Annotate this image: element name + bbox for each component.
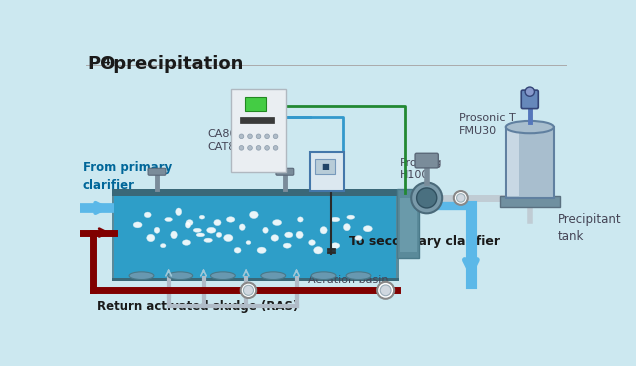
Ellipse shape — [261, 272, 286, 280]
FancyBboxPatch shape — [508, 128, 519, 197]
Circle shape — [411, 183, 442, 213]
Text: To secondary clarifier: To secondary clarifier — [349, 235, 500, 248]
Ellipse shape — [183, 239, 190, 246]
Circle shape — [525, 87, 534, 96]
Circle shape — [265, 146, 270, 150]
Ellipse shape — [238, 224, 246, 230]
Ellipse shape — [186, 221, 193, 224]
Text: Return activated sludge (RAS): Return activated sludge (RAS) — [97, 299, 298, 313]
Ellipse shape — [314, 248, 322, 252]
Ellipse shape — [198, 215, 205, 220]
Text: From primary
clarifier: From primary clarifier — [83, 161, 172, 192]
Ellipse shape — [134, 221, 141, 228]
Ellipse shape — [214, 219, 221, 226]
Ellipse shape — [311, 272, 336, 280]
Ellipse shape — [295, 231, 304, 239]
FancyBboxPatch shape — [399, 198, 417, 252]
Circle shape — [380, 285, 391, 296]
Text: Promag
H100: Promag H100 — [399, 158, 442, 180]
Ellipse shape — [331, 243, 339, 249]
Ellipse shape — [227, 217, 234, 221]
Ellipse shape — [364, 226, 371, 231]
Circle shape — [256, 134, 261, 139]
Ellipse shape — [155, 228, 160, 232]
FancyBboxPatch shape — [415, 153, 438, 168]
Ellipse shape — [160, 242, 167, 249]
Circle shape — [239, 146, 244, 150]
Ellipse shape — [249, 212, 258, 218]
Ellipse shape — [286, 231, 291, 239]
Ellipse shape — [258, 248, 266, 253]
FancyBboxPatch shape — [148, 168, 166, 175]
Ellipse shape — [347, 214, 354, 220]
Ellipse shape — [356, 236, 361, 240]
Circle shape — [244, 285, 254, 295]
FancyBboxPatch shape — [310, 153, 344, 191]
Ellipse shape — [310, 240, 314, 245]
Circle shape — [377, 282, 394, 299]
Text: Aeration basin: Aeration basin — [308, 275, 389, 285]
Text: Precipitant
tank: Precipitant tank — [558, 213, 621, 243]
Circle shape — [256, 146, 261, 150]
FancyBboxPatch shape — [522, 90, 538, 109]
Circle shape — [247, 134, 252, 139]
Ellipse shape — [216, 231, 222, 238]
Ellipse shape — [145, 211, 150, 219]
Text: precipitation: precipitation — [107, 55, 244, 73]
Ellipse shape — [296, 216, 304, 223]
FancyBboxPatch shape — [112, 189, 399, 197]
Ellipse shape — [129, 272, 154, 280]
Ellipse shape — [284, 243, 290, 249]
Ellipse shape — [234, 247, 241, 254]
Ellipse shape — [343, 225, 350, 229]
Ellipse shape — [346, 272, 371, 280]
Ellipse shape — [245, 240, 252, 244]
Ellipse shape — [224, 235, 233, 241]
FancyBboxPatch shape — [240, 117, 274, 123]
Text: Prosonic T
FMU30: Prosonic T FMU30 — [459, 113, 516, 136]
Ellipse shape — [209, 228, 214, 232]
Ellipse shape — [211, 272, 235, 280]
FancyBboxPatch shape — [506, 127, 554, 198]
FancyBboxPatch shape — [232, 89, 286, 172]
Ellipse shape — [274, 219, 280, 226]
Circle shape — [417, 188, 437, 208]
FancyBboxPatch shape — [276, 168, 294, 175]
Ellipse shape — [184, 222, 192, 228]
Ellipse shape — [193, 227, 202, 234]
Ellipse shape — [331, 217, 339, 222]
Ellipse shape — [197, 231, 204, 238]
Ellipse shape — [263, 227, 268, 234]
FancyBboxPatch shape — [398, 189, 419, 258]
Ellipse shape — [164, 217, 173, 221]
Text: ■: ■ — [321, 162, 329, 171]
Ellipse shape — [168, 272, 193, 280]
FancyBboxPatch shape — [245, 97, 265, 111]
FancyBboxPatch shape — [114, 197, 396, 280]
Circle shape — [273, 134, 278, 139]
Ellipse shape — [172, 231, 176, 239]
Ellipse shape — [319, 227, 328, 234]
Ellipse shape — [174, 210, 183, 214]
Text: CAT820: CAT820 — [207, 142, 250, 153]
Text: CA80PH: CA80PH — [207, 128, 252, 139]
Ellipse shape — [506, 121, 554, 133]
Ellipse shape — [271, 235, 279, 241]
FancyBboxPatch shape — [315, 159, 335, 173]
Text: 4: 4 — [103, 57, 111, 67]
Circle shape — [273, 146, 278, 150]
FancyBboxPatch shape — [112, 278, 399, 281]
Circle shape — [240, 283, 256, 298]
Circle shape — [265, 134, 270, 139]
Circle shape — [457, 194, 465, 202]
Ellipse shape — [147, 235, 155, 241]
Circle shape — [239, 134, 244, 139]
Circle shape — [454, 191, 467, 205]
Text: PO: PO — [87, 55, 116, 73]
FancyBboxPatch shape — [499, 197, 560, 207]
FancyBboxPatch shape — [112, 189, 399, 281]
Ellipse shape — [204, 236, 212, 244]
Circle shape — [247, 146, 252, 150]
